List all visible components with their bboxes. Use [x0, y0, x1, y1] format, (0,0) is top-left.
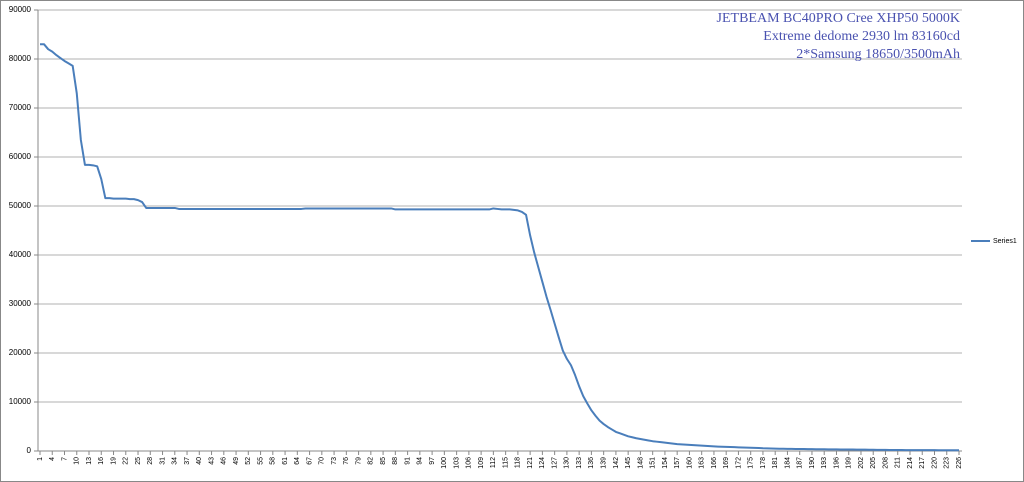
x-tick-label: 76: [343, 457, 350, 465]
x-tick-label: 190: [809, 457, 816, 469]
x-tick-label: 196: [833, 457, 840, 469]
labels: 0 10000 20000 30000 40000 50000 60000 70000 8000…: [9, 5, 1017, 469]
x-tick-label: 109: [478, 457, 485, 469]
y-tick-label: 70000: [9, 103, 32, 112]
x-tick-label: 175: [748, 457, 755, 469]
y-tick-label: 10000: [9, 397, 32, 406]
x-tick-label: 64: [294, 457, 301, 465]
y-tick-label: 20000: [9, 348, 32, 357]
x-tick-label: 52: [245, 457, 252, 465]
x-tick-label: 100: [441, 457, 448, 469]
x-tick-label: 31: [159, 457, 166, 465]
x-tick-label: 199: [846, 457, 853, 469]
x-tick-label: 124: [539, 457, 546, 469]
x-tick-label: 103: [453, 457, 460, 469]
x-tick-label: 154: [662, 457, 669, 469]
x-tick-label: 118: [515, 457, 522, 468]
x-tick-label: 139: [600, 457, 607, 469]
x-tick-label: 16: [98, 457, 105, 465]
x-tick-label: 4: [49, 457, 56, 461]
x-tick-label: 40: [196, 457, 203, 465]
marks: [40, 43, 959, 452]
y-tick-label: 50000: [9, 201, 32, 210]
x-tick-label: 91: [404, 457, 411, 465]
x-tick-label: 1: [37, 457, 44, 461]
x-tick-label: 148: [637, 457, 644, 469]
x-tick-label: 88: [392, 457, 399, 465]
chart-title: JETBEAM BC40PRO Cree XHP50 5000K: [717, 11, 960, 26]
x-tick-label: 25: [135, 457, 142, 465]
x-tick-label: 178: [760, 457, 767, 469]
y-tick-label: 60000: [9, 152, 32, 161]
x-tick-label: 112: [490, 457, 497, 468]
x-tick-label: 136: [588, 457, 595, 469]
x-tick-label: 172: [735, 457, 742, 469]
x-tick-label: 46: [221, 457, 228, 465]
x-tick-label: 82: [368, 457, 375, 465]
x-tick-label: 34: [172, 457, 179, 465]
x-tick-label: 94: [417, 457, 424, 465]
x-tick-label: 106: [466, 457, 473, 469]
x-tick-label: 28: [147, 457, 154, 465]
x-tick-label: 226: [956, 457, 963, 469]
x-tick-label: 166: [711, 457, 718, 469]
chart-title: Extreme dedome 2930 lm 83160cd: [763, 29, 960, 44]
x-tick-label: 202: [858, 457, 865, 469]
x-tick-label: 55: [257, 457, 264, 465]
x-tick-label: 49: [233, 457, 240, 465]
x-tick-label: 157: [674, 457, 681, 469]
x-tick-label: 184: [784, 457, 791, 469]
y-tick-label: 30000: [9, 299, 32, 308]
x-tick-label: 58: [270, 457, 277, 465]
x-tick-label: 127: [551, 457, 558, 469]
series-line: [40, 43, 959, 452]
x-tick-label: 223: [944, 457, 951, 469]
x-tick-label: 160: [686, 457, 693, 469]
x-tick-label: 61: [282, 457, 289, 465]
x-tick-label: 7: [61, 457, 68, 461]
x-tick-label: 187: [797, 457, 804, 469]
x-tick-label: 214: [907, 457, 914, 469]
x-tick-label: 67: [306, 457, 313, 465]
x-tick-label: 73: [331, 457, 338, 465]
y-tick-label: 90000: [9, 5, 32, 14]
x-tick-label: 217: [919, 457, 926, 469]
x-tick-label: 130: [564, 457, 571, 469]
x-tick-label: 163: [699, 457, 706, 469]
x-tick-label: 151: [650, 457, 657, 469]
y-tick-label: 40000: [9, 250, 32, 259]
x-tick-label: 193: [821, 457, 828, 469]
x-tick-label: 133: [576, 457, 583, 469]
x-tick-label: 37: [184, 457, 191, 465]
x-tick-label: 169: [723, 457, 730, 469]
y-tick-label: 80000: [9, 54, 32, 63]
x-tick-label: 79: [355, 457, 362, 465]
x-tick-label: 22: [123, 457, 130, 465]
x-tick-label: 85: [380, 457, 387, 465]
x-tick-label: 220: [931, 457, 938, 469]
x-tick-label: 13: [86, 457, 93, 465]
x-tick-label: 208: [882, 457, 889, 469]
y-tick-label: 0: [27, 446, 32, 455]
x-tick-label: 145: [625, 457, 632, 469]
x-tick-label: 211: [895, 457, 902, 468]
chart-title: 2*Samsung 18650/3500mAh: [796, 47, 960, 62]
x-tick-label: 19: [110, 457, 117, 465]
x-tick-label: 121: [527, 457, 534, 469]
x-tick-label: 70: [319, 457, 326, 465]
x-tick-label: 142: [613, 457, 620, 469]
grid: [34, 9, 962, 455]
x-tick-label: 43: [208, 457, 215, 465]
x-tick-label: 97: [429, 457, 436, 465]
x-tick-label: 10: [74, 457, 81, 465]
x-tick-label: 115: [502, 457, 509, 468]
legend-label: Series1: [993, 238, 1017, 245]
x-tick-label: 181: [772, 457, 779, 469]
x-tick-label: 205: [870, 457, 877, 469]
